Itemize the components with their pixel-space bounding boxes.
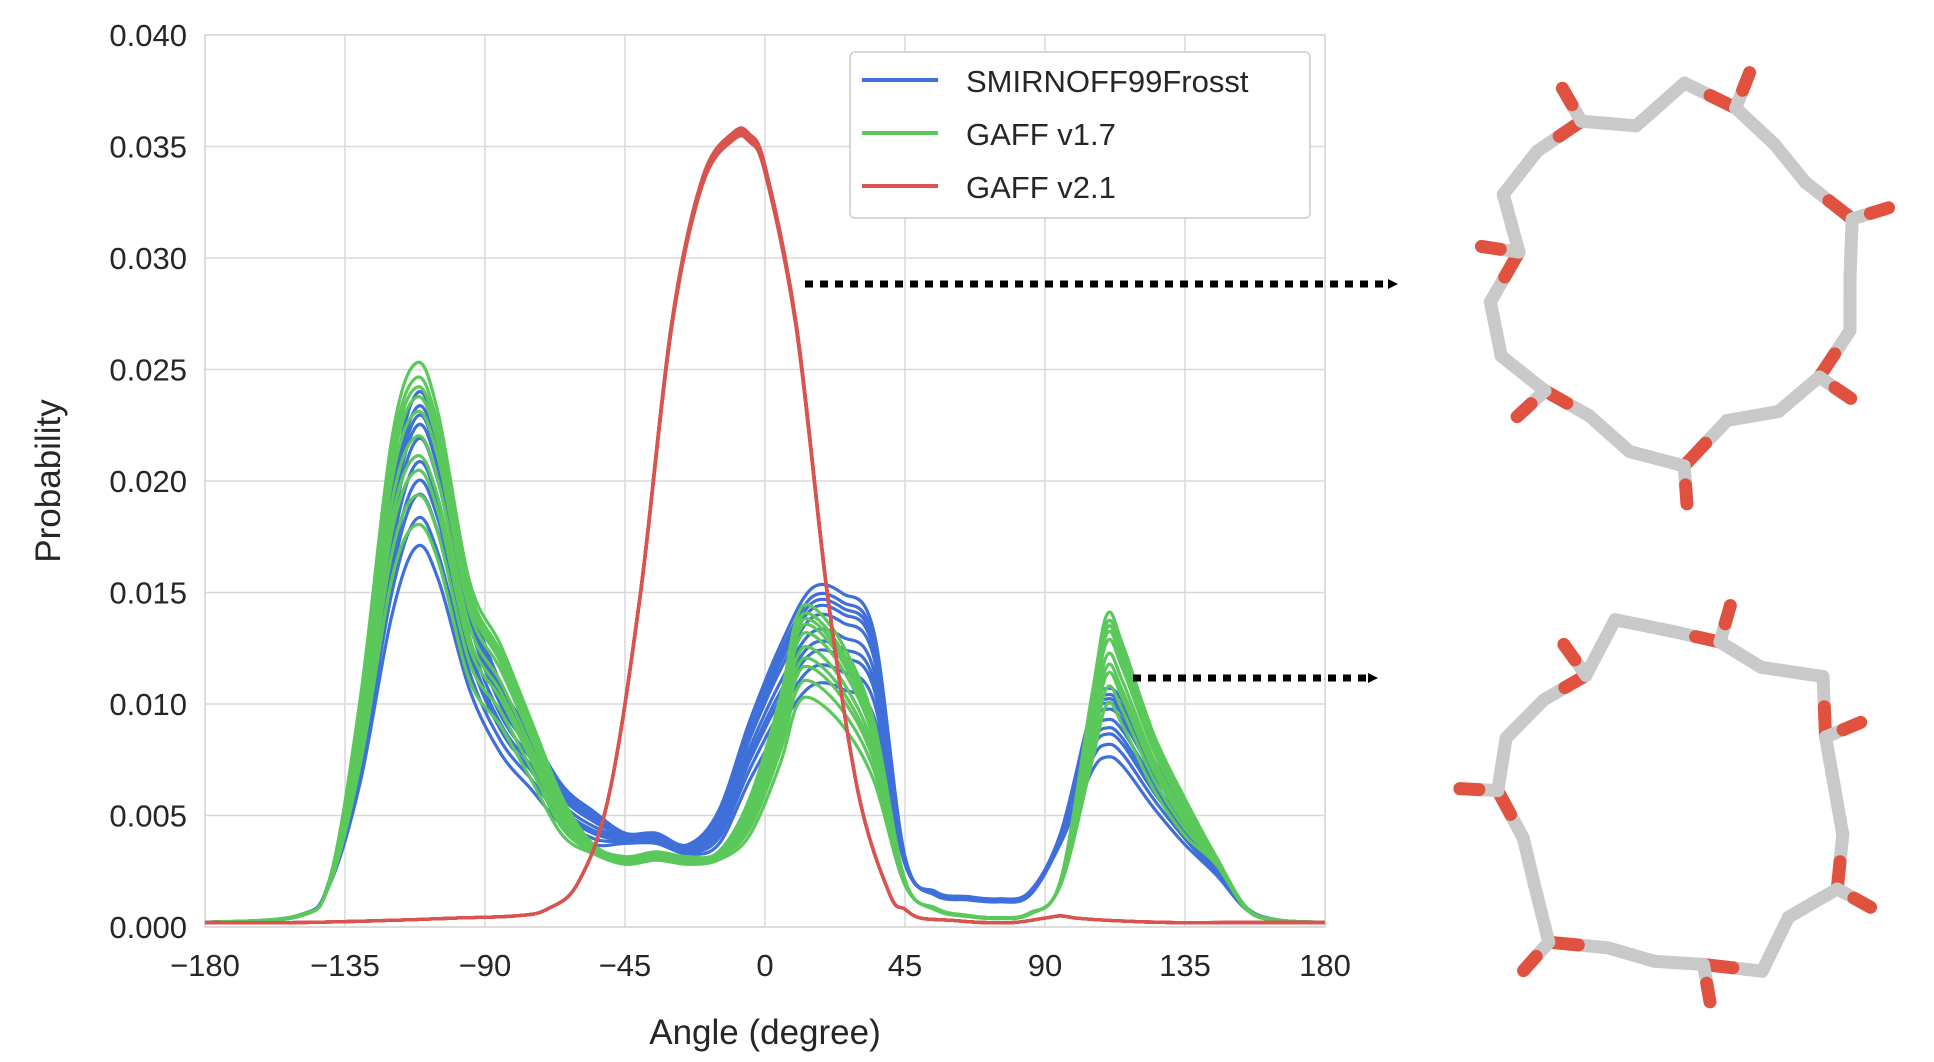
y-tick-label: 0.000 bbox=[109, 910, 187, 945]
legend-box bbox=[849, 51, 1311, 219]
bond bbox=[1828, 381, 1858, 405]
y-tick-label: 0.040 bbox=[109, 18, 187, 53]
y-tick-label: 0.015 bbox=[109, 576, 187, 611]
bond bbox=[1510, 397, 1538, 424]
y-tick-label: 0.005 bbox=[109, 799, 187, 834]
legend: SMIRNOFF99Frosst GAFF v1.7 GAFF v2.1 bbox=[849, 51, 1311, 219]
bond bbox=[1847, 891, 1878, 914]
bond bbox=[1517, 949, 1543, 978]
series-curves bbox=[205, 126, 1325, 925]
bond bbox=[1474, 239, 1507, 256]
annotation-arrows bbox=[805, 279, 1398, 683]
series-line-gaff21 bbox=[205, 127, 1325, 925]
y-tick-label: 0.010 bbox=[109, 687, 187, 722]
series-line-gaff17 bbox=[205, 493, 1325, 925]
legend-label-smirnoff: SMIRNOFF99Frosst bbox=[966, 64, 1249, 99]
x-axis-label: Angle (degree) bbox=[649, 1013, 881, 1052]
x-tick-label: 45 bbox=[888, 948, 922, 983]
x-tick-label: 180 bbox=[1299, 948, 1351, 983]
series-line-gaff17 bbox=[205, 434, 1325, 925]
molecule-structure-bottom bbox=[1453, 599, 1878, 1009]
bond bbox=[1718, 599, 1737, 631]
bond bbox=[1679, 478, 1694, 511]
bond bbox=[1863, 201, 1896, 220]
bond bbox=[1736, 66, 1757, 97]
series-line-gaff17 bbox=[205, 375, 1325, 924]
series-line-smirnoff bbox=[205, 459, 1325, 925]
x-tick-label: −45 bbox=[599, 948, 652, 983]
y-tick-labels: 0.000 0.005 0.010 0.015 0.020 0.025 0.030 0.035… bbox=[109, 18, 187, 945]
series-line-gaff17 bbox=[205, 454, 1325, 925]
bond bbox=[1755, 937, 1782, 978]
bond bbox=[1555, 81, 1579, 112]
legend-label-gaff21: GAFF v2.1 bbox=[966, 170, 1116, 205]
y-tick-label: 0.030 bbox=[109, 241, 187, 276]
molecule-structure-top bbox=[1474, 66, 1896, 511]
series-line-smirnoff bbox=[205, 478, 1325, 925]
bond bbox=[1836, 715, 1868, 737]
x-tick-label: 0 bbox=[756, 948, 773, 983]
x-tick-label: −90 bbox=[459, 948, 512, 983]
x-tick-label: −135 bbox=[310, 948, 380, 983]
series-line-smirnoff bbox=[205, 404, 1325, 924]
y-tick-label: 0.025 bbox=[109, 353, 187, 388]
x-tick-label: 90 bbox=[1028, 948, 1062, 983]
y-tick-label: 0.035 bbox=[109, 130, 187, 165]
x-tick-labels: −180 −135 −90 −45 0 45 90 135 180 bbox=[170, 948, 1351, 983]
y-axis-label: Probability bbox=[29, 399, 68, 563]
series-line-gaff17 bbox=[205, 395, 1325, 924]
series-line-gaff17 bbox=[205, 522, 1325, 925]
series-line-smirnoff bbox=[205, 413, 1325, 924]
bond bbox=[1557, 637, 1582, 667]
gridlines bbox=[204, 34, 1326, 928]
legend-label-gaff17: GAFF v1.7 bbox=[966, 117, 1116, 152]
bond bbox=[1700, 976, 1717, 1009]
y-tick-label: 0.020 bbox=[109, 464, 187, 499]
x-tick-label: −180 bbox=[170, 948, 240, 983]
x-tick-label: 135 bbox=[1159, 948, 1211, 983]
bond bbox=[1453, 782, 1486, 797]
